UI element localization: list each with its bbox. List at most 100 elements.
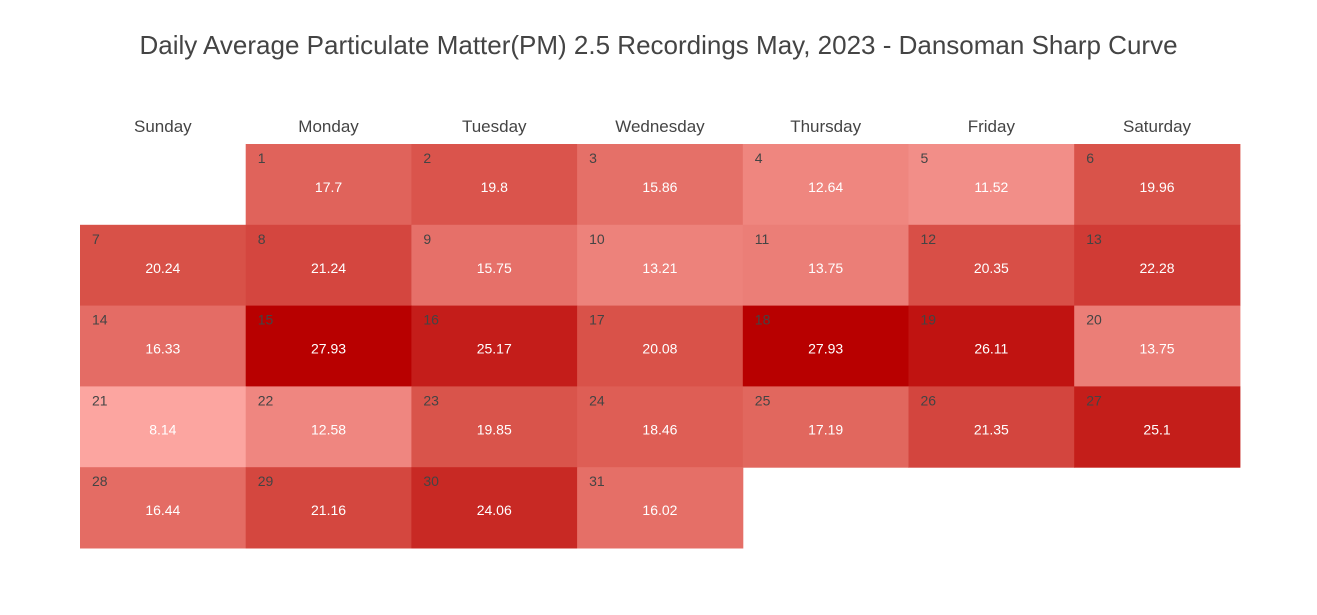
weekday-header-monday: Monday bbox=[298, 117, 359, 136]
day-cell-24[interactable]: 24 18.46 bbox=[577, 386, 744, 468]
day-cell-13[interactable]: 13 22.28 bbox=[1074, 224, 1241, 307]
day-cell-rect bbox=[411, 144, 578, 226]
day-value-label: 20.24 bbox=[145, 260, 180, 276]
day-value-label: 16.44 bbox=[145, 502, 180, 518]
weekday-header-wednesday: Wednesday bbox=[615, 117, 705, 136]
day-number-label: 29 bbox=[258, 473, 274, 489]
day-cell-29[interactable]: 29 21.16 bbox=[245, 467, 412, 549]
day-cell-22[interactable]: 22 12.58 bbox=[245, 386, 412, 468]
day-number-label: 30 bbox=[423, 473, 439, 489]
day-cell-27[interactable]: 27 25.1 bbox=[1074, 386, 1241, 468]
day-cell-rect bbox=[245, 224, 412, 307]
day-cell-14[interactable]: 14 16.33 bbox=[80, 305, 247, 387]
weekday-header-friday: Friday bbox=[968, 117, 1016, 136]
day-cell-rect bbox=[908, 144, 1075, 226]
day-cell-2[interactable]: 219.8 bbox=[411, 144, 578, 226]
day-value-label: 21.24 bbox=[311, 260, 346, 276]
day-cell-30[interactable]: 30 24.06 bbox=[411, 467, 578, 549]
day-value-label: 17.19 bbox=[808, 421, 843, 437]
weekday-headers: Sunday Monday Tuesday Wednesday Thursday Frid… bbox=[134, 117, 1192, 136]
day-number-label: 4 bbox=[755, 150, 763, 166]
day-cell-9[interactable]: 915.75 bbox=[411, 224, 578, 307]
day-number-label: 28 bbox=[92, 473, 108, 489]
day-number-label: 13 bbox=[1086, 231, 1102, 247]
day-cell-21[interactable]: 218.14 bbox=[80, 386, 247, 468]
day-cell-11[interactable]: 11 13.75 bbox=[742, 224, 909, 307]
day-cell-rect bbox=[80, 386, 247, 468]
day-number-label: 5 bbox=[921, 150, 929, 166]
day-cell-rect bbox=[742, 386, 909, 468]
day-cell-rect bbox=[742, 144, 909, 226]
day-cell-rect bbox=[742, 224, 909, 307]
day-value-label: 18.46 bbox=[642, 421, 677, 437]
day-cell-28[interactable]: 28 16.44 bbox=[80, 467, 247, 549]
day-number-label: 8 bbox=[258, 231, 266, 247]
day-value-label: 16.02 bbox=[642, 502, 677, 518]
day-cell-rect bbox=[245, 467, 412, 549]
day-value-label: 15.86 bbox=[642, 179, 677, 195]
weekday-header-tuesday: Tuesday bbox=[462, 117, 527, 136]
day-cell-16[interactable]: 16 25.17 bbox=[411, 305, 578, 387]
day-cell-rect bbox=[1074, 386, 1241, 468]
day-number-label: 31 bbox=[589, 473, 605, 489]
day-cell-rect bbox=[80, 305, 247, 387]
day-cell-rect bbox=[80, 467, 247, 549]
day-value-label: 13.75 bbox=[1140, 341, 1175, 357]
day-value-label: 20.08 bbox=[642, 341, 677, 357]
day-cell-17[interactable]: 17 20.08 bbox=[577, 305, 744, 387]
day-cell-rect bbox=[577, 144, 744, 226]
day-cell-19[interactable]: 19 26.11 bbox=[908, 305, 1075, 387]
weekday-header-saturday: Saturday bbox=[1123, 117, 1192, 136]
day-number-label: 7 bbox=[92, 231, 100, 247]
day-value-label: 13.75 bbox=[808, 260, 843, 276]
day-number-label: 12 bbox=[921, 231, 937, 247]
day-number-label: 2 bbox=[423, 150, 431, 166]
day-value-label: 12.58 bbox=[311, 421, 346, 437]
day-cell-rect bbox=[245, 305, 412, 387]
day-cell-23[interactable]: 23 19.85 bbox=[411, 386, 578, 468]
day-cell-7[interactable]: 720.24 bbox=[80, 224, 247, 307]
day-cell-rect bbox=[577, 386, 744, 468]
day-cell-20[interactable]: 20 13.75 bbox=[1074, 305, 1241, 387]
day-cell-8[interactable]: 821.24 bbox=[245, 224, 412, 307]
day-cell-rect bbox=[1074, 144, 1241, 226]
day-number-label: 20 bbox=[1086, 312, 1102, 328]
day-cell-rect bbox=[411, 305, 578, 387]
day-value-label: 19.85 bbox=[477, 421, 512, 437]
day-cell-15[interactable]: 15 27.93 bbox=[245, 305, 412, 387]
day-cell-31[interactable]: 31 16.02 bbox=[577, 467, 744, 549]
day-value-label: 15.75 bbox=[477, 260, 512, 276]
day-value-label: 17.7 bbox=[315, 179, 342, 195]
day-number-label: 19 bbox=[921, 312, 937, 328]
day-number-label: 11 bbox=[755, 231, 770, 247]
day-cells: 117.7219.8315.86412.64511.52619.96720.24… bbox=[80, 144, 1241, 549]
day-cell-rect bbox=[245, 144, 412, 226]
day-value-label: 25.17 bbox=[477, 341, 512, 357]
day-cell-18[interactable]: 18 27.93 bbox=[742, 305, 909, 387]
day-cell-26[interactable]: 26 21.35 bbox=[908, 386, 1075, 468]
day-value-label: 27.93 bbox=[311, 341, 346, 357]
day-cell-rect bbox=[411, 467, 578, 549]
day-cell-12[interactable]: 12 20.35 bbox=[908, 224, 1075, 307]
day-number-label: 16 bbox=[423, 312, 439, 328]
day-cell-5[interactable]: 511.52 bbox=[908, 144, 1075, 226]
day-cell-rect bbox=[908, 386, 1075, 468]
day-cell-rect bbox=[411, 386, 578, 468]
day-cell-6[interactable]: 619.96 bbox=[1074, 144, 1241, 226]
day-number-label: 27 bbox=[1086, 392, 1102, 408]
day-value-label: 20.35 bbox=[974, 260, 1009, 276]
day-value-label: 12.64 bbox=[808, 179, 843, 195]
day-number-label: 26 bbox=[921, 392, 937, 408]
day-cell-4[interactable]: 412.64 bbox=[742, 144, 909, 226]
day-number-label: 15 bbox=[258, 312, 274, 328]
day-cell-25[interactable]: 25 17.19 bbox=[742, 386, 909, 468]
day-cell-10[interactable]: 10 13.21 bbox=[577, 224, 744, 307]
day-cell-rect bbox=[908, 305, 1075, 387]
day-cell-rect bbox=[577, 467, 744, 549]
day-number-label: 24 bbox=[589, 392, 605, 408]
day-cell-rect bbox=[80, 224, 247, 307]
day-cell-1[interactable]: 117.7 bbox=[245, 144, 412, 226]
day-cell-3[interactable]: 315.86 bbox=[577, 144, 744, 226]
day-value-label: 11.52 bbox=[974, 179, 1008, 195]
